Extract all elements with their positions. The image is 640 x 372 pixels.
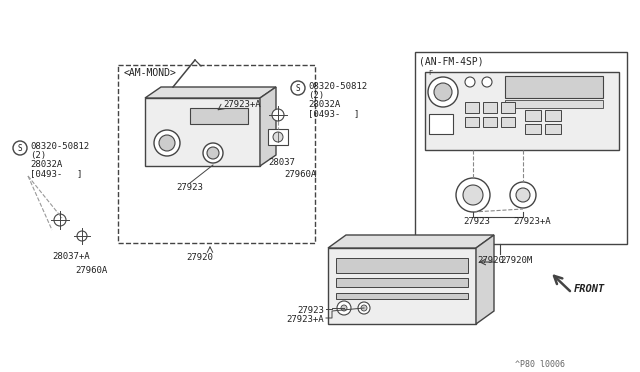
Circle shape <box>428 77 458 107</box>
Circle shape <box>207 147 219 159</box>
Bar <box>336 278 468 287</box>
Text: [0493-: [0493- <box>30 169 62 178</box>
Circle shape <box>463 185 483 205</box>
Circle shape <box>510 182 536 208</box>
Text: 27920M: 27920M <box>500 256 532 265</box>
Bar <box>483 102 497 113</box>
Bar <box>415 52 627 244</box>
Text: ]: ] <box>353 109 358 118</box>
Text: 27923: 27923 <box>177 183 204 192</box>
Text: 28037+A: 28037+A <box>52 252 90 261</box>
Text: F: F <box>428 70 432 76</box>
Circle shape <box>291 81 305 95</box>
Text: 28032A: 28032A <box>308 100 340 109</box>
Text: ]: ] <box>76 169 81 178</box>
Polygon shape <box>260 87 276 166</box>
Circle shape <box>341 305 347 311</box>
Text: 27960A: 27960A <box>284 170 316 179</box>
Text: 27923+A: 27923+A <box>513 217 550 226</box>
Circle shape <box>482 77 492 87</box>
Bar <box>483 117 497 127</box>
Circle shape <box>154 130 180 156</box>
Bar <box>501 102 515 113</box>
Circle shape <box>337 301 351 315</box>
Text: 08320-50812: 08320-50812 <box>30 142 89 151</box>
Circle shape <box>13 141 27 155</box>
Text: 27923+A: 27923+A <box>223 100 260 109</box>
Bar <box>465 102 479 113</box>
Circle shape <box>54 214 66 226</box>
Text: 28032A: 28032A <box>30 160 62 169</box>
Circle shape <box>516 188 530 202</box>
Polygon shape <box>145 87 276 98</box>
Bar <box>328 248 476 324</box>
Circle shape <box>361 305 367 311</box>
Bar <box>505 100 603 108</box>
Text: 27920: 27920 <box>187 253 213 262</box>
Bar <box>505 76 603 98</box>
Circle shape <box>465 77 475 87</box>
Bar <box>118 65 315 243</box>
Circle shape <box>434 83 452 101</box>
Text: 28037: 28037 <box>268 158 295 167</box>
Text: (2): (2) <box>308 91 324 100</box>
Bar <box>336 293 468 299</box>
Text: 27923+A: 27923+A <box>286 315 324 324</box>
Circle shape <box>456 178 490 212</box>
Circle shape <box>358 302 370 314</box>
Bar <box>545 124 561 134</box>
Text: (2): (2) <box>30 151 46 160</box>
Text: ^P80 l0006: ^P80 l0006 <box>515 360 565 369</box>
Bar <box>545 110 561 121</box>
Circle shape <box>203 143 223 163</box>
Circle shape <box>272 109 284 121</box>
Text: 27923: 27923 <box>297 306 324 315</box>
Text: FRONT: FRONT <box>574 284 605 294</box>
Text: 27960A: 27960A <box>75 266 108 275</box>
Text: 27920: 27920 <box>477 256 504 265</box>
Bar <box>145 98 260 166</box>
Bar <box>336 258 468 273</box>
Bar <box>525 124 541 134</box>
Bar <box>525 110 541 121</box>
Circle shape <box>77 231 87 241</box>
Circle shape <box>159 135 175 151</box>
Polygon shape <box>328 235 494 248</box>
Bar <box>190 108 248 124</box>
Circle shape <box>273 132 283 142</box>
Bar <box>429 114 453 134</box>
Bar <box>425 72 619 150</box>
Bar <box>501 117 515 127</box>
Text: S: S <box>296 83 300 93</box>
Polygon shape <box>476 235 494 324</box>
Text: 27923: 27923 <box>463 217 490 226</box>
Text: [0493-: [0493- <box>308 109 340 118</box>
Polygon shape <box>268 129 288 145</box>
Text: S: S <box>18 144 22 153</box>
Text: 08320-50812: 08320-50812 <box>308 82 367 91</box>
Text: <AM-MOND>: <AM-MOND> <box>124 68 177 78</box>
Bar <box>465 117 479 127</box>
Text: (AN-FM-4SP): (AN-FM-4SP) <box>419 56 484 66</box>
